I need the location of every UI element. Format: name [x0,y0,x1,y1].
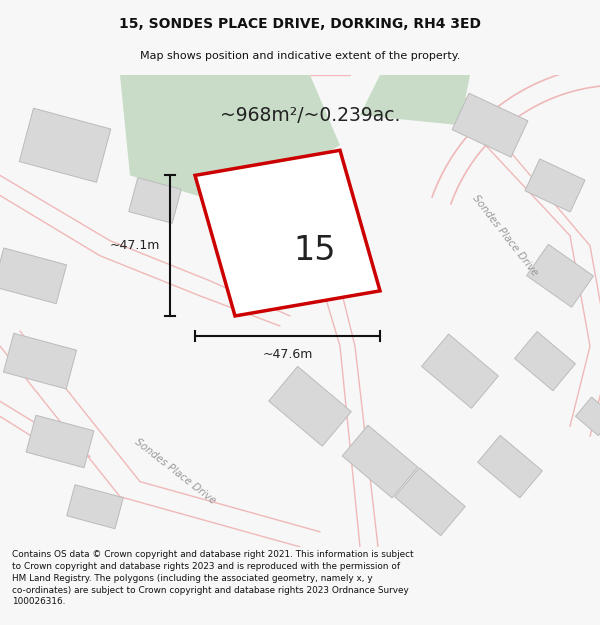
Polygon shape [525,159,585,212]
Polygon shape [4,333,77,389]
Text: ~47.1m: ~47.1m [110,239,160,252]
Polygon shape [269,366,351,446]
Polygon shape [195,150,380,316]
Polygon shape [276,219,364,292]
Polygon shape [0,248,67,304]
Polygon shape [395,468,465,536]
Polygon shape [19,108,111,182]
Text: Sondes Place Drive: Sondes Place Drive [470,193,539,278]
Polygon shape [220,176,290,236]
Text: ~968m²/~0.239ac.: ~968m²/~0.239ac. [220,106,400,124]
Polygon shape [120,75,340,206]
Text: Contains OS data © Crown copyright and database right 2021. This information is : Contains OS data © Crown copyright and d… [12,550,413,606]
Polygon shape [360,75,470,125]
Text: Sondes Place Drive: Sondes Place Drive [133,437,217,506]
Polygon shape [67,485,123,529]
Text: 15: 15 [294,234,336,268]
Polygon shape [452,93,528,158]
Polygon shape [422,334,499,408]
Polygon shape [342,425,418,498]
Polygon shape [527,244,593,308]
Polygon shape [575,397,600,436]
Polygon shape [515,331,575,391]
Polygon shape [129,177,181,223]
Text: ~47.6m: ~47.6m [262,348,313,361]
Text: 15, SONDES PLACE DRIVE, DORKING, RH4 3ED: 15, SONDES PLACE DRIVE, DORKING, RH4 3ED [119,16,481,31]
Text: Map shows position and indicative extent of the property.: Map shows position and indicative extent… [140,51,460,61]
Polygon shape [478,436,542,498]
Polygon shape [26,415,94,468]
